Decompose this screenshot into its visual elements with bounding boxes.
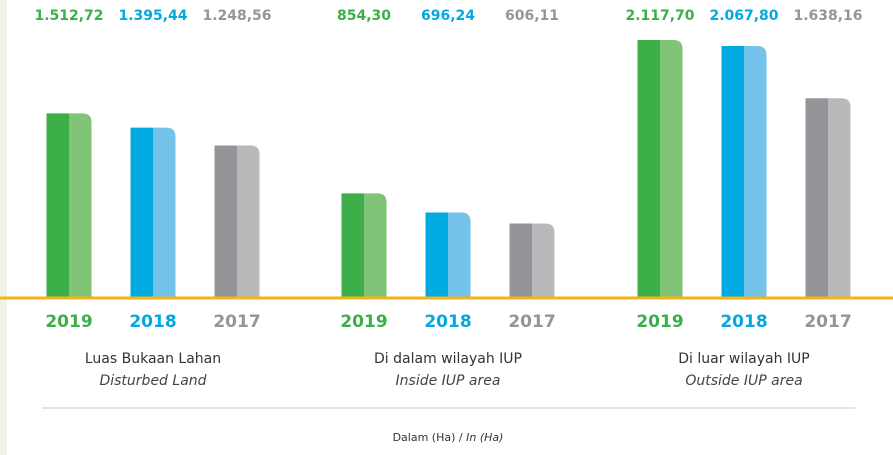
legend-year: 2018 (424, 312, 471, 332)
bar (805, 98, 851, 298)
legend-year: 2019 (45, 312, 92, 332)
bar (721, 46, 767, 297)
bar (509, 223, 555, 297)
bar (46, 113, 92, 297)
category-label: Di dalam wilayah IUP (374, 351, 522, 367)
category-label: Luas Bukaan Lahan (85, 351, 221, 367)
value-label: 854,30 (337, 8, 391, 24)
unit-note-en: In (Ha) (466, 431, 503, 444)
category-label-en: Disturbed Land (99, 373, 206, 389)
bar (637, 40, 683, 297)
value-label: 2.067,80 (709, 8, 778, 24)
unit-note: Dalam (Ha) / In (Ha) (393, 431, 504, 444)
bar (341, 193, 387, 297)
category-label-en: Inside IUP area (396, 373, 501, 389)
value-label: 2.117,70 (625, 8, 694, 24)
unit-note-id: Dalam (Ha) / (393, 431, 463, 444)
value-label: 696,24 (421, 8, 475, 24)
legend-year: 2017 (213, 312, 260, 332)
bar (425, 212, 471, 297)
legend-year: 2017 (508, 312, 555, 332)
category-label: Di luar wilayah IUP (678, 351, 809, 367)
bar (130, 127, 176, 297)
value-label: 1.395,44 (118, 8, 187, 24)
bar (214, 145, 260, 297)
value-label: 1.638,16 (793, 8, 862, 24)
legend-year: 2018 (129, 312, 176, 332)
value-label: 1.512,72 (34, 8, 103, 24)
legend-year: 2019 (340, 312, 387, 332)
legend-year: 2018 (720, 312, 767, 332)
legend-year: 2017 (804, 312, 851, 332)
value-label: 606,11 (505, 8, 559, 24)
legend-year: 2019 (636, 312, 683, 332)
value-label: 1.248,56 (202, 8, 271, 24)
side-strip (0, 0, 7, 455)
category-label-en: Outside IUP area (685, 373, 802, 389)
